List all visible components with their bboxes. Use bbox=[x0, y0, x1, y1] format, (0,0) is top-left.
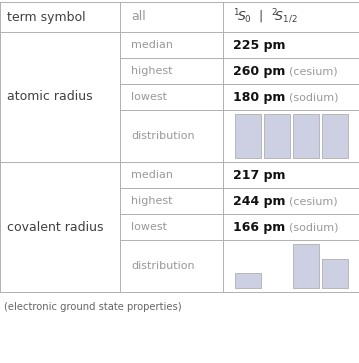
Text: distribution: distribution bbox=[131, 261, 195, 271]
Bar bbox=[293, 244, 319, 288]
Bar bbox=[235, 273, 261, 288]
Text: (cesium): (cesium) bbox=[289, 66, 337, 76]
Bar bbox=[322, 114, 348, 158]
Text: (electronic ground state properties): (electronic ground state properties) bbox=[4, 302, 181, 312]
Text: (sodium): (sodium) bbox=[289, 222, 339, 232]
Text: distribution: distribution bbox=[131, 131, 195, 141]
Text: lowest: lowest bbox=[131, 222, 167, 232]
Text: atomic radius: atomic radius bbox=[7, 90, 93, 103]
Text: highest: highest bbox=[131, 196, 173, 206]
Bar bbox=[293, 114, 319, 158]
Text: 217 pm: 217 pm bbox=[233, 168, 286, 182]
Bar bbox=[322, 258, 348, 288]
Text: (cesium): (cesium) bbox=[289, 196, 337, 206]
Text: 166 pm: 166 pm bbox=[233, 220, 286, 233]
Text: 225 pm: 225 pm bbox=[233, 38, 286, 52]
Text: term symbol: term symbol bbox=[7, 11, 86, 24]
Text: median: median bbox=[131, 170, 173, 180]
Text: 260 pm: 260 pm bbox=[233, 65, 286, 77]
Text: 180 pm: 180 pm bbox=[233, 90, 286, 103]
Bar bbox=[264, 114, 290, 158]
Text: 244 pm: 244 pm bbox=[233, 195, 286, 208]
Text: (sodium): (sodium) bbox=[289, 92, 339, 102]
Text: covalent radius: covalent radius bbox=[7, 220, 104, 233]
Bar bbox=[235, 114, 261, 158]
Text: highest: highest bbox=[131, 66, 173, 76]
Text: all: all bbox=[131, 11, 146, 24]
Text: median: median bbox=[131, 40, 173, 50]
Text: $^1\!S_0$  |  $^2\!S_{1/2}$: $^1\!S_0$ | $^2\!S_{1/2}$ bbox=[233, 8, 298, 26]
Text: lowest: lowest bbox=[131, 92, 167, 102]
